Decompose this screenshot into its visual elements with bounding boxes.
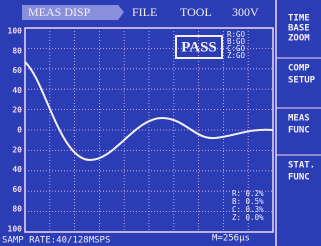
screen: MEAS DISP FILE TOOL 300V 100 80 60 40 20 0 20 4… bbox=[0, 0, 321, 246]
y-label: 60 bbox=[12, 185, 22, 194]
menu-item[interactable]: TOOL bbox=[180, 5, 212, 19]
y-label: 100 bbox=[8, 225, 23, 234]
y-label: 40 bbox=[12, 165, 22, 174]
side-button-label[interactable]: MEAS bbox=[288, 114, 310, 124]
timebase: M=256μs bbox=[212, 234, 250, 244]
side-button-label[interactable]: STAT. bbox=[288, 161, 315, 171]
side-button-label[interactable]: ZOOM bbox=[288, 34, 310, 44]
side-button-label[interactable]: COMP bbox=[288, 64, 310, 74]
y-label: 20 bbox=[12, 145, 22, 154]
check: Z:GO bbox=[227, 51, 246, 60]
y-label: 100 bbox=[8, 27, 23, 36]
menu-item[interactable]: FILE bbox=[132, 5, 157, 19]
y-label: 80 bbox=[12, 205, 22, 214]
side-button-label[interactable]: BASE bbox=[288, 24, 310, 34]
stats-list: R: 0.2%B: 0.5%C: 0.3%Z: 0.0% bbox=[232, 189, 264, 222]
side-button-label[interactable]: SETUP bbox=[288, 76, 316, 86]
y-label: 60 bbox=[12, 66, 22, 75]
check-list: R:GOB:GOC:GOZ:GO bbox=[227, 30, 246, 60]
menu-item[interactable]: MEAS DISP bbox=[28, 5, 91, 19]
pass-result: PASS bbox=[181, 39, 217, 55]
y-label: 40 bbox=[12, 86, 22, 95]
stat: Z: 0.0% bbox=[232, 213, 264, 222]
side-button-label[interactable]: TIME bbox=[288, 14, 310, 24]
y-label: 0 bbox=[17, 126, 22, 135]
y-label: 20 bbox=[12, 106, 22, 115]
page: {"menu": {"items": ["MEAS DISP", "FILE",… bbox=[0, 0, 321, 246]
side-button-label[interactable]: FUNC bbox=[288, 126, 310, 136]
side-button-label[interactable]: FUNC bbox=[288, 173, 310, 183]
menu-item[interactable]: 300V bbox=[232, 5, 259, 19]
sample-rate: SAMP RATE:40/128MSPS bbox=[2, 236, 110, 246]
y-label: 80 bbox=[12, 46, 22, 55]
